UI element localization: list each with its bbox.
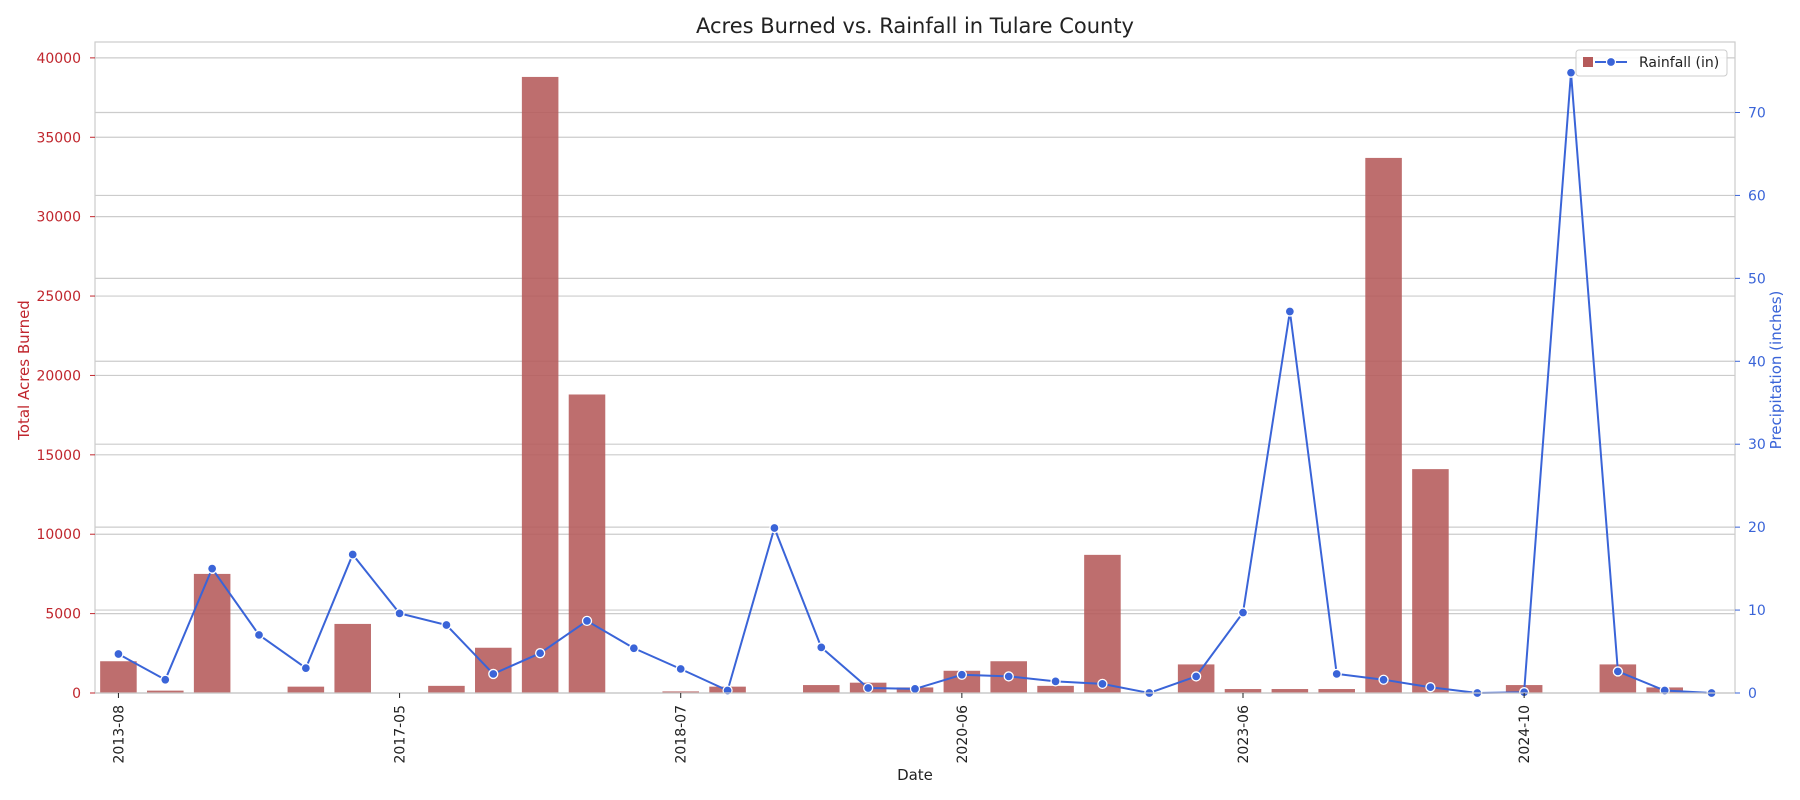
rainfall-point — [581, 615, 593, 627]
rainfall-point — [1331, 668, 1342, 680]
legend-marker — [1605, 56, 1617, 68]
rainfall-point — [628, 643, 640, 654]
bar — [1037, 685, 1074, 693]
bar — [193, 573, 231, 693]
bar — [943, 670, 981, 693]
left-y-axis: 0 5000 10000 15000 20000 25000 30000 35000 40000 — [36, 51, 95, 702]
rainfall-point — [862, 682, 874, 694]
left-y-tick-label: 0 — [72, 686, 81, 702]
right-y-tick-label: 40 — [1748, 354, 1766, 370]
rainfall-point — [488, 668, 499, 680]
rainfall-point — [441, 619, 452, 631]
right-y-tick-label: 0 — [1748, 686, 1757, 702]
bar — [287, 686, 325, 693]
rainfall-point — [1425, 682, 1436, 693]
grid-layer — [95, 57, 1735, 694]
right-y-tick-label: 50 — [1748, 271, 1766, 287]
left-y-tick-label: 35000 — [36, 130, 81, 146]
right-y-tick-label: 60 — [1748, 188, 1766, 204]
x-tick-label: 2017-05 — [393, 705, 409, 764]
rainfall-point — [1003, 671, 1014, 682]
rainfall-point — [206, 563, 218, 574]
x-axis-label: Date — [897, 766, 933, 784]
right-y-tick-label: 70 — [1748, 105, 1766, 121]
rainfall-point — [1659, 685, 1670, 696]
bar — [1224, 689, 1262, 693]
rainfall-point — [909, 683, 921, 695]
rainfall-point — [1565, 67, 1577, 78]
line-layer — [113, 67, 1717, 699]
left-y-tick-label: 20000 — [36, 368, 81, 384]
bar — [521, 76, 559, 694]
plot-frame — [94, 41, 1736, 694]
rainfall-point — [1612, 666, 1624, 677]
left-y-tick-label: 10000 — [36, 527, 81, 543]
rainfall-point — [160, 674, 171, 685]
bar — [147, 690, 184, 693]
x-tick-label: 2023-06 — [1236, 705, 1252, 764]
x-axis: 2013-08 2017-05 2018-07 2020-06 2023-06 2024-… — [111, 693, 1533, 764]
rainfall-point — [1237, 607, 1249, 618]
rainfall-point — [253, 629, 265, 641]
rainfall-point — [113, 648, 124, 660]
right-y-tick-label: 30 — [1748, 437, 1766, 453]
right-y-axis-label: Precipitation (inches) — [1767, 291, 1785, 450]
bar — [568, 394, 606, 693]
left-y-tick-label: 15000 — [36, 448, 81, 464]
left-y-tick-label: 40000 — [36, 51, 81, 67]
legend-box — [1575, 49, 1728, 77]
left-y-axis-label: Total Acres Burned — [15, 300, 33, 441]
bar — [803, 685, 840, 693]
bar — [1271, 689, 1309, 693]
right-y-tick-label: 10 — [1748, 603, 1766, 619]
left-y-tick-label: 5000 — [45, 607, 81, 623]
x-tick-label: 2018-07 — [674, 705, 690, 764]
legend-rainfall-label: Rainfall (in) — [1639, 55, 1719, 71]
x-tick-label: 2020-06 — [955, 705, 971, 764]
left-y-tick-label: 30000 — [36, 210, 81, 226]
rainfall-point — [534, 648, 546, 659]
bar — [1412, 469, 1449, 693]
rainfall-point — [300, 662, 312, 674]
rainfall-point — [1378, 674, 1389, 685]
left-y-tick-label: 25000 — [36, 289, 81, 305]
rainfall-point — [675, 663, 686, 675]
legend-bar-swatch — [1583, 57, 1593, 67]
rainfall-point — [1097, 678, 1108, 690]
rainfall-point — [1284, 306, 1296, 317]
rainfall-point — [816, 642, 827, 653]
bar-layer — [100, 76, 1683, 694]
rainfall-point — [394, 608, 405, 619]
bar — [1365, 157, 1402, 693]
bar — [428, 685, 465, 693]
bar — [1084, 554, 1121, 693]
bar — [1318, 689, 1355, 693]
bar — [100, 661, 137, 693]
rainfall-point — [769, 522, 780, 534]
x-tick-label: 2024-10 — [1517, 705, 1533, 764]
rainfall-point — [956, 669, 968, 680]
rainfall-point — [1050, 676, 1061, 687]
rainfall-point — [347, 549, 358, 560]
rainfall-point — [722, 685, 733, 696]
bar — [662, 691, 699, 693]
rainfall-line — [117, 72, 1712, 695]
legend: Rainfall (in) — [1575, 49, 1728, 77]
bar — [334, 623, 371, 693]
x-tick-label: 2013-08 — [111, 705, 127, 764]
right-y-tick-label: 20 — [1748, 520, 1766, 536]
right-y-axis: 0 10 20 30 40 50 60 70 — [1735, 105, 1766, 702]
rainfall-point — [1190, 671, 1202, 682]
chart-title: Acres Burned vs. Rainfall in Tulare Coun… — [696, 14, 1134, 38]
